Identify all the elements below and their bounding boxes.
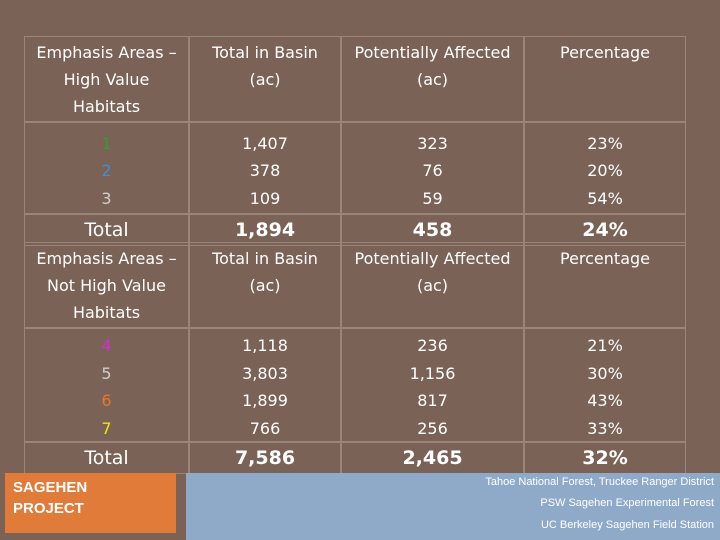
high-value-habitats-table: Emphasis Areas – High Value Habitats Tot… (24, 36, 686, 246)
affected-value: 256 (417, 418, 448, 438)
area-id: 7 (101, 418, 112, 438)
affected-value: 76 (422, 161, 443, 181)
footer-credit-line: Tahoe National Forest, Truckee Ranger Di… (485, 476, 714, 488)
sagehen-project-badge: SAGEHEN PROJECT (5, 473, 176, 533)
percentage-value: 30% (587, 363, 623, 383)
project-name-line2: PROJECT (13, 500, 84, 517)
table-data-row: 1 2 3 1,407 378 109 323 76 59 23% 20% 54… (24, 122, 686, 214)
total-in-basin-column: 1,118 3,803 1,899 766 (189, 328, 341, 442)
table-total-row: Total 1,894 458 24% (24, 214, 686, 246)
area-id-column: 1 2 3 (24, 122, 189, 214)
total-value: 3,803 (242, 363, 288, 383)
potentially-affected-column: 236 1,156 817 256 (341, 328, 524, 442)
affected-value: 59 (422, 188, 443, 208)
affected-value: 236 (417, 336, 448, 355)
footer-banner (186, 473, 720, 540)
potentially-affected-sum: 2,465 (341, 442, 524, 474)
affected-value: 323 (417, 133, 448, 153)
percentage-value: 54% (587, 188, 623, 208)
header-emphasis-areas: Emphasis Areas – High Value Habitats (24, 36, 189, 122)
percentage-total: 24% (524, 214, 686, 246)
table-total-row: Total 7,586 2,465 32% (24, 442, 686, 474)
area-id: 6 (101, 391, 112, 410)
percentage-value: 20% (587, 161, 623, 181)
affected-value: 1,156 (409, 363, 456, 383)
table-header-row: Emphasis Areas – Not High Value Habitats… (24, 242, 686, 328)
header-percentage: Percentage (524, 36, 686, 122)
percentage-column: 23% 20% 54% (524, 122, 686, 214)
area-id: 1 (101, 133, 112, 153)
total-in-basin-sum: 1,894 (189, 214, 341, 246)
footer-credit-line: PSW Sagehen Experimental Forest (540, 497, 714, 509)
total-value: 378 (249, 161, 281, 181)
area-id: 2 (101, 161, 112, 181)
area-id: 5 (101, 363, 112, 383)
total-value: 766 (249, 418, 281, 438)
total-value: 1,118 (242, 336, 288, 355)
total-value: 1,899 (242, 391, 288, 410)
percentage-column: 21% 30% 43% 33% (524, 328, 686, 442)
total-in-basin-sum: 7,586 (189, 442, 341, 474)
total-value: 1,407 (242, 133, 288, 153)
total-label: Total (24, 214, 189, 246)
header-total-in-basin: Total in Basin (ac) (189, 36, 341, 122)
percentage-value: 43% (587, 391, 623, 410)
total-in-basin-column: 1,407 378 109 (189, 122, 341, 214)
area-id: 4 (101, 336, 112, 355)
not-high-value-habitats-table: Emphasis Areas – Not High Value Habitats… (24, 242, 686, 474)
header-percentage: Percentage (524, 242, 686, 328)
total-label: Total (24, 442, 189, 474)
percentage-value: 33% (587, 418, 623, 438)
percentage-value: 21% (587, 336, 623, 355)
project-name-line1: SAGEHEN (13, 479, 88, 496)
percentage-total: 32% (524, 442, 686, 474)
percentage-value: 23% (587, 133, 623, 153)
footer-credit-line: UC Berkeley Sagehen Field Station (540, 519, 714, 531)
affected-value: 817 (417, 391, 448, 410)
potentially-affected-sum: 458 (341, 214, 524, 246)
table-data-row: 4 5 6 7 1,118 3,803 1,899 766 236 1,156 … (24, 328, 686, 442)
potentially-affected-column: 323 76 59 (341, 122, 524, 214)
header-potentially-affected: Potentially Affected (ac) (341, 36, 524, 122)
header-emphasis-areas: Emphasis Areas – Not High Value Habitats (24, 242, 189, 328)
total-value: 109 (249, 188, 281, 208)
area-id: 3 (101, 188, 112, 208)
header-total-in-basin: Total in Basin (ac) (189, 242, 341, 328)
table-header-row: Emphasis Areas – High Value Habitats Tot… (24, 36, 686, 122)
area-id-column: 4 5 6 7 (24, 328, 189, 442)
header-potentially-affected: Potentially Affected (ac) (341, 242, 524, 328)
